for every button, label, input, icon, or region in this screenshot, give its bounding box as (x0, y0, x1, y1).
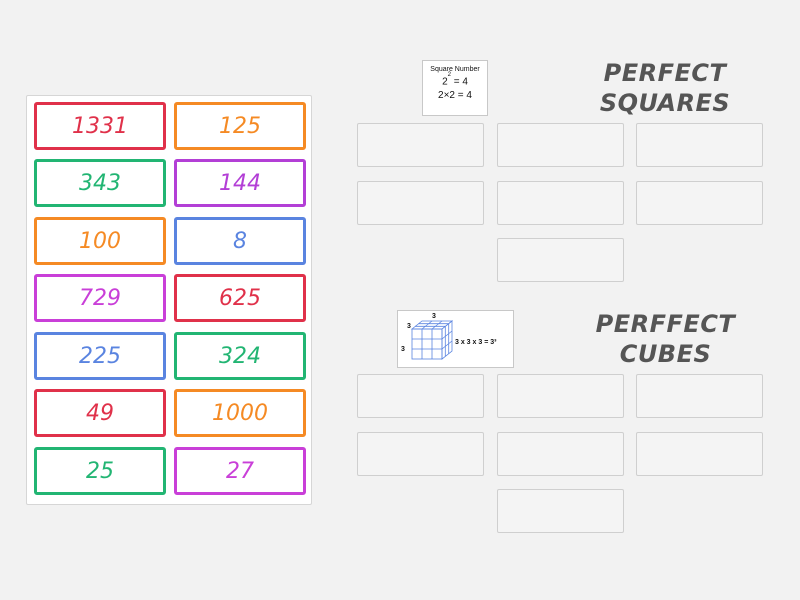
cubes-drop-slot[interactable] (497, 489, 624, 533)
card-value: 625 (219, 285, 261, 311)
answer-card[interactable]: 25 (34, 447, 166, 495)
squares-drop-slot[interactable] (497, 238, 624, 282)
perfect-squares-heading: PERFECT SQUARES (585, 58, 745, 118)
heading-line: SQUARES (599, 89, 731, 117)
answer-card[interactable]: 343 (34, 159, 166, 207)
cubes-drop-slot[interactable] (497, 432, 624, 476)
squares-drop-slot[interactable] (636, 123, 763, 167)
square-image-result: = 4 (453, 76, 468, 88)
answer-card[interactable]: 729 (34, 274, 166, 322)
squares-drop-slot[interactable] (636, 181, 763, 225)
heading-line: PERFFECT (595, 310, 736, 338)
cube-dim-label: 3 (407, 323, 411, 330)
answer-card[interactable]: 100 (34, 217, 166, 265)
answer-card[interactable]: 1000 (174, 389, 306, 437)
answer-card[interactable]: 1331 (34, 102, 166, 150)
squares-drop-slot[interactable] (497, 123, 624, 167)
card-value: 25 (86, 458, 114, 484)
card-value: 144 (219, 170, 261, 196)
cubes-drop-slot[interactable] (497, 374, 624, 418)
squares-drop-slot[interactable] (497, 181, 624, 225)
perfect-cubes-heading: PERFFECT CUBES (583, 309, 748, 369)
cubes-drop-slot[interactable] (636, 432, 763, 476)
card-value: 343 (79, 170, 121, 196)
card-value: 100 (79, 228, 121, 254)
cubes-drop-slot[interactable] (357, 432, 484, 476)
heading-line: CUBES (619, 340, 712, 368)
square-image-product: 2×2 = 4 (438, 90, 472, 102)
squares-drop-slot[interactable] (357, 181, 484, 225)
answer-card[interactable]: 49 (34, 389, 166, 437)
answer-card[interactable]: 27 (174, 447, 306, 495)
cube-dim-label: 3 (401, 346, 405, 353)
answer-card[interactable]: 144 (174, 159, 306, 207)
answer-card[interactable]: 125 (174, 102, 306, 150)
answer-card[interactable]: 8 (174, 217, 306, 265)
answer-card[interactable]: 625 (174, 274, 306, 322)
card-value: 324 (219, 343, 261, 369)
squares-drop-slot[interactable] (357, 123, 484, 167)
cube-dim-label: 3 (432, 313, 436, 320)
cube-diagram-image: 3 3 3 3 x 3 x 3 = 3³ (397, 310, 514, 368)
card-value: 1000 (212, 400, 268, 426)
square-number-image: Square Number 22 = 4 2×2 = 4 (422, 60, 488, 116)
answer-card[interactable]: 324 (174, 332, 306, 380)
card-value: 8 (233, 228, 247, 254)
card-value: 27 (226, 458, 254, 484)
card-value: 49 (86, 400, 114, 426)
square-image-base: 2 (442, 76, 448, 88)
cube-diagram-icon: 3 3 3 3 x 3 x 3 = 3³ (401, 313, 497, 360)
cubes-drop-slot[interactable] (636, 374, 763, 418)
cube-equation: 3 x 3 x 3 = 3³ (455, 339, 497, 346)
card-value: 125 (219, 113, 261, 139)
heading-line: PERFECT (603, 59, 727, 87)
square-image-caption: Square Number (430, 66, 480, 73)
square-image-exponent: 2 (447, 72, 451, 78)
card-value: 1331 (72, 113, 128, 139)
cubes-drop-slot[interactable] (357, 374, 484, 418)
square-image-power: 22 = 4 (423, 72, 487, 88)
card-value: 729 (79, 285, 121, 311)
answer-card[interactable]: 225 (34, 332, 166, 380)
card-value: 225 (79, 343, 121, 369)
